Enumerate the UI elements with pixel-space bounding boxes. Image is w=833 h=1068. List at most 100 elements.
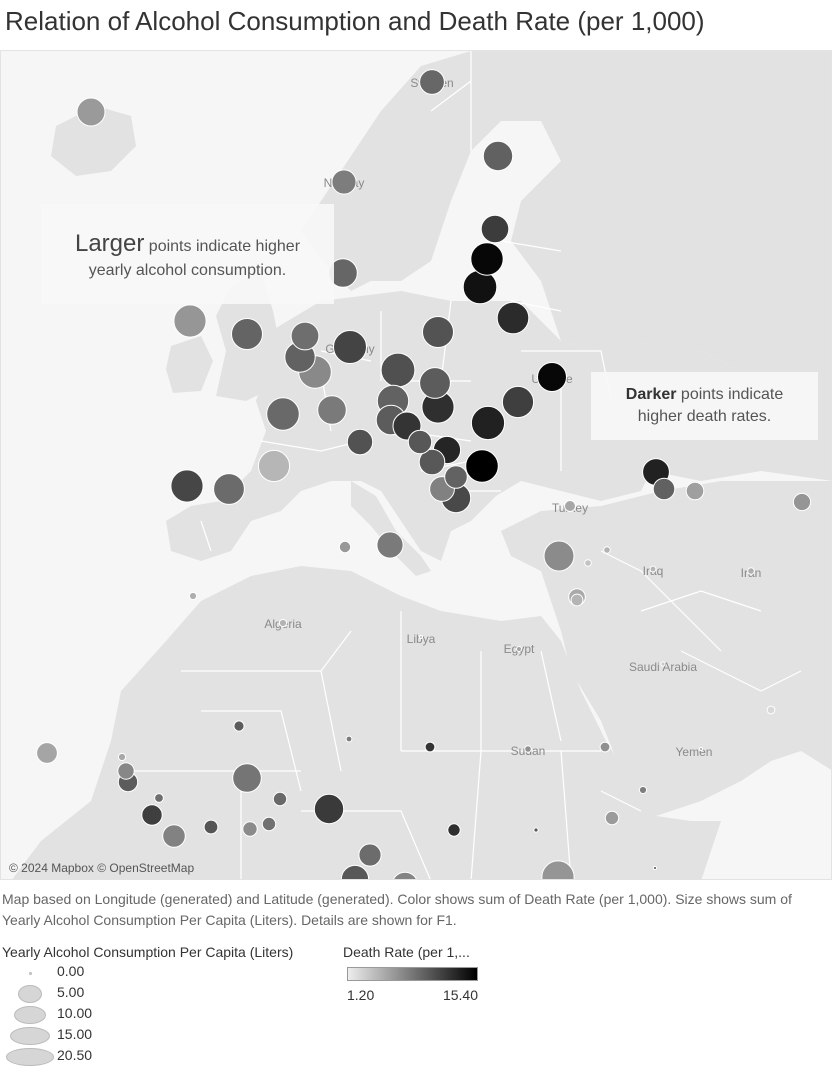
land-iceland bbox=[51, 106, 136, 176]
map-point-belarus[interactable]: Belarus bbox=[496, 301, 530, 335]
land-layer bbox=[12, 51, 831, 879]
map-point-nigeria[interactable]: Nigeria bbox=[313, 793, 345, 825]
land-scandinavia-russia bbox=[301, 51, 831, 381]
map-point-ethiopia[interactable]: Ethiopia bbox=[604, 810, 620, 826]
map-point-yemen[interactable]: Yemen bbox=[699, 747, 703, 751]
map-point-iceland[interactable]: Iceland bbox=[76, 97, 106, 127]
map-point-united-kingdom[interactable]: United Kingdom bbox=[231, 318, 263, 350]
map-point-romania[interactable]: Romania bbox=[470, 405, 506, 441]
map-point-syria[interactable]: Syria bbox=[603, 546, 611, 554]
map-point-south-sudan[interactable]: South Sudan bbox=[533, 827, 539, 833]
page-title: Relation of Alcohol Consumption and Deat… bbox=[5, 6, 705, 36]
map-point-egypt[interactable]: Egypt bbox=[516, 646, 522, 652]
map-point-niger[interactable]: Niger bbox=[345, 735, 353, 743]
land-africa bbox=[12, 566, 721, 879]
map-point-north-macedonia[interactable]: North Macedonia bbox=[444, 465, 468, 489]
map-point-benin[interactable]: Benin bbox=[272, 791, 288, 807]
color-callout-line1: points indicate bbox=[676, 386, 784, 403]
color-legend-min: 1.20 bbox=[347, 987, 375, 1003]
map-point-cabo-verde[interactable]: Cabo Verde bbox=[36, 742, 58, 764]
map-point-gabon[interactable]: Gabon bbox=[340, 864, 370, 880]
map-view[interactable]: Sweden Norway Germany Ukraine Turkey Iraq Iran… bbox=[0, 50, 832, 880]
map-point-poland[interactable]: Poland bbox=[422, 316, 454, 348]
color-legend-title: Death Rate (per 1,... bbox=[343, 944, 470, 960]
map-point-morocco[interactable]: Morocco bbox=[188, 591, 198, 601]
map-point-netherlands[interactable]: Netherlands bbox=[290, 321, 320, 351]
map-point-lebanon[interactable]: Lebanon bbox=[570, 593, 584, 607]
land-italy bbox=[351, 481, 431, 576]
map-caption: Map based on Longitude (generated) and L… bbox=[2, 891, 792, 928]
map-point-cote-d-ivoire[interactable]: Cote d'Ivoire bbox=[203, 819, 219, 835]
map-point-latvia[interactable]: Latvia bbox=[470, 242, 504, 276]
map-point-spain[interactable]: Spain bbox=[213, 473, 245, 505]
map-point-france[interactable]: France bbox=[266, 397, 300, 431]
map-point-sierra-leone[interactable]: Sierra Leone bbox=[141, 804, 163, 826]
size-legend-mark bbox=[18, 985, 42, 1003]
map-point-ireland[interactable]: Ireland bbox=[173, 304, 207, 338]
map-point-mali[interactable]: Mali bbox=[233, 720, 245, 732]
map-point-democratic-republic-of-the-congo[interactable]: Democratic Republic of the Congo bbox=[541, 860, 575, 880]
map-point-libya[interactable]: Libya bbox=[419, 635, 423, 639]
color-callout-emphasis: Darker bbox=[625, 386, 677, 403]
map-point-estonia[interactable]: Estonia bbox=[480, 214, 510, 244]
map-point-switzerland[interactable]: Switzerland bbox=[317, 395, 347, 425]
map-point-malta[interactable]: Malta bbox=[376, 531, 404, 559]
map-point-chad[interactable]: Chad bbox=[424, 741, 436, 753]
map-point-slovakia[interactable]: Slovakia bbox=[419, 367, 451, 399]
size-legend-value: 0.00 bbox=[57, 963, 85, 979]
map-point-liberia[interactable]: Liberia bbox=[162, 824, 186, 848]
map-point-cyprus[interactable]: Cyprus bbox=[543, 540, 575, 572]
map-point-bulgaria[interactable]: Bulgaria bbox=[465, 449, 499, 483]
map-point-finland[interactable]: Finland bbox=[482, 140, 514, 172]
map-point-italy[interactable]: Italy bbox=[346, 428, 374, 456]
map-point-turkey[interactable]: Turkey bbox=[564, 500, 576, 512]
map-point-eritrea[interactable]: Eritrea bbox=[599, 741, 611, 753]
map-point-bosnia-and-herzegovina[interactable]: Bosnia and Herzegovina bbox=[407, 429, 433, 455]
map-point-moldova[interactable]: Moldova bbox=[501, 385, 535, 419]
map-point-congo[interactable]: Congo bbox=[392, 871, 418, 880]
map-point-oman[interactable]: Oman bbox=[766, 705, 776, 715]
color-legend: Death Rate (per 1,... 1.20 15.40 bbox=[343, 944, 483, 1004]
data-points[interactable]: CzechiaLithuaniaRomaniaGermanyBulgariaLu… bbox=[36, 69, 812, 880]
size-legend-mark bbox=[14, 1006, 46, 1024]
map-point-senegal[interactable]: Senegal bbox=[117, 752, 127, 762]
map-point-iraq[interactable]: Iraq bbox=[649, 565, 657, 573]
map-attribution[interactable]: © 2024 Mapbox © OpenStreetMap bbox=[9, 861, 195, 875]
size-legend-mark bbox=[5, 1048, 55, 1066]
map-point-algeria[interactable]: Algeria bbox=[278, 618, 288, 628]
map-point-ghana[interactable]: Ghana bbox=[242, 821, 258, 837]
map-point-armenia[interactable]: Armenia bbox=[652, 477, 676, 501]
map-point-jordan[interactable]: Jordan bbox=[584, 559, 592, 567]
map-canvas[interactable]: Sweden Norway Germany Ukraine Turkey Iraq Iran… bbox=[1, 51, 832, 880]
map-point-togo[interactable]: Togo bbox=[261, 816, 277, 832]
map-point-montenegro[interactable]: Montenegro bbox=[418, 448, 446, 476]
map-point-saudi-arabia[interactable]: Saudi Arabia bbox=[660, 661, 666, 667]
map-point-germany[interactable]: Germany bbox=[333, 330, 367, 364]
map-point-norway[interactable]: Norway bbox=[331, 169, 357, 195]
map-point-djibouti[interactable]: Djibouti bbox=[638, 785, 648, 795]
size-legend-mark bbox=[28, 971, 32, 975]
map-point-burkina-faso[interactable]: Burkina Faso bbox=[232, 763, 262, 793]
color-callout-line2: higher death rates. bbox=[637, 408, 772, 425]
map-point-ukraine[interactable]: Ukraine bbox=[537, 362, 567, 392]
size-callout-emphasis: Larger bbox=[74, 230, 145, 257]
map-point-portugal[interactable]: Portugal bbox=[170, 469, 204, 503]
map-point-sudan[interactable]: Sudan bbox=[524, 745, 532, 753]
map-point-central-african-republic[interactable]: Central African Republic bbox=[447, 823, 461, 837]
size-callout: Larger points indicate higher yearly alc… bbox=[41, 204, 334, 304]
map-point-tunisia[interactable]: Tunisia bbox=[338, 540, 352, 554]
size-legend: Yearly Alcohol Consumption Per Capita (L… bbox=[2, 944, 337, 1068]
map-point-cameroon[interactable]: Cameroon bbox=[358, 843, 382, 867]
map-point-azerbaijan[interactable]: Azerbaijan bbox=[685, 481, 705, 501]
map-point-somalia[interactable]: Somalia bbox=[653, 866, 657, 870]
size-callout-line1: points indicate higher bbox=[144, 238, 301, 255]
map-point-andorra[interactable]: Andorra bbox=[257, 449, 291, 483]
size-legend-value: 15.00 bbox=[57, 1026, 93, 1042]
map-point-czechia[interactable]: Czechia bbox=[380, 352, 416, 388]
map-point-lithuania[interactable]: Lithuania bbox=[462, 269, 498, 305]
map-point-sweden[interactable]: Sweden bbox=[419, 69, 445, 95]
map-point-turkmenistan[interactable]: Turkmenistan bbox=[792, 492, 812, 512]
map-point-gambia[interactable]: Gambia bbox=[117, 762, 135, 780]
map-point-guinea[interactable]: Guinea bbox=[154, 793, 164, 803]
map-point-iran[interactable]: Iran bbox=[747, 567, 755, 575]
